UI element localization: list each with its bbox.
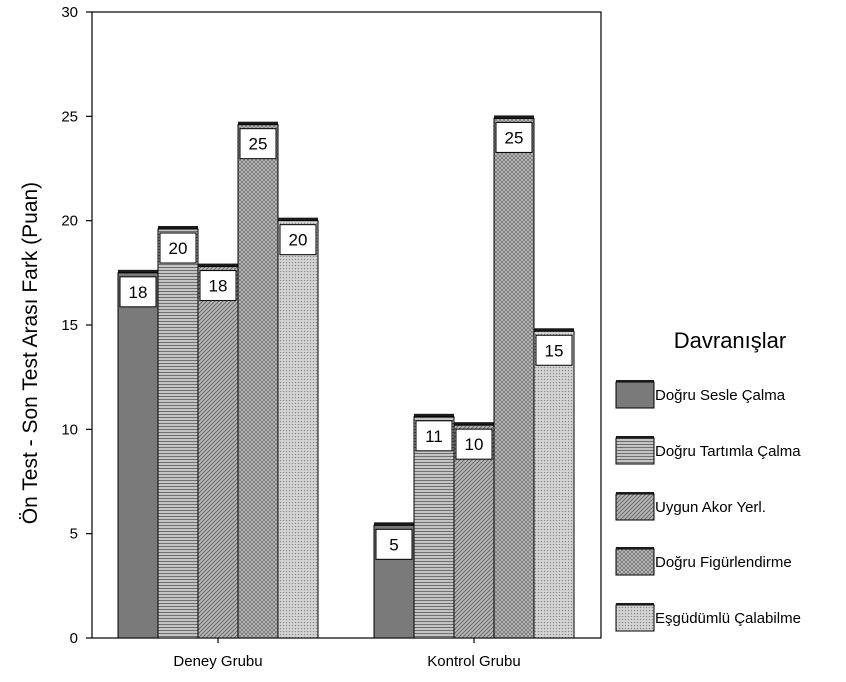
y-tick-label: 10 — [61, 421, 78, 438]
legend-swatch-cap — [616, 436, 654, 438]
legend-swatch-cap — [616, 380, 654, 382]
x-category-label: Kontrol Grubu — [427, 653, 520, 670]
legend-swatch — [615, 604, 655, 632]
data-label-box — [415, 420, 453, 452]
bar — [117, 272, 159, 639]
y-tick-label: 25 — [61, 108, 78, 125]
data-label-box — [375, 528, 413, 560]
data-label: 15 — [545, 341, 564, 360]
data-label: 20 — [169, 239, 188, 258]
bar — [493, 117, 535, 639]
bar-top-cap — [454, 422, 494, 426]
legend-swatch-cap — [616, 492, 654, 494]
legend-swatch — [615, 437, 655, 465]
y-tick-label: 20 — [61, 213, 78, 230]
data-label: 10 — [465, 435, 484, 454]
bar-top-cap — [238, 121, 278, 125]
legend-swatch — [615, 548, 655, 576]
bar-top-cap — [374, 522, 414, 526]
legend-swatch — [615, 493, 655, 521]
bar — [157, 228, 199, 639]
bar — [197, 266, 239, 639]
legend-label: Doğru Tartımla Çalma — [655, 443, 801, 460]
y-tick-label: 5 — [70, 526, 78, 543]
data-label-box — [239, 128, 277, 160]
data-label-box — [455, 428, 493, 460]
legend-label: Uygun Akor Yerl. — [655, 499, 766, 516]
data-label: 18 — [209, 277, 228, 296]
y-tick-label: 15 — [61, 317, 78, 334]
bar-top-cap — [534, 328, 574, 332]
legend-swatch-cap — [616, 547, 654, 549]
legend-swatch-cap — [616, 603, 654, 605]
data-label: 20 — [289, 231, 308, 250]
legend-label: Doğru Figürlendirme — [655, 554, 792, 571]
y-tick-label: 30 — [61, 4, 78, 21]
bar — [453, 424, 495, 639]
data-label-box — [119, 276, 157, 308]
data-label: 25 — [505, 128, 524, 147]
legend-label: Eşgüdümlü Çalabilme — [655, 610, 801, 627]
data-label: 5 — [389, 535, 398, 554]
data-label-box — [535, 334, 573, 366]
data-label-box — [199, 270, 237, 302]
bar-top-cap — [414, 413, 454, 417]
data-label: 18 — [129, 283, 148, 302]
bar-top-cap — [158, 226, 198, 230]
bar-top-cap — [278, 217, 318, 221]
data-label-box — [279, 224, 317, 256]
bar — [277, 220, 319, 639]
legend-label: Doğru Sesle Çalma — [655, 387, 786, 404]
data-label: 11 — [425, 427, 443, 446]
bar-top-cap — [494, 115, 534, 119]
y-tick-label: 0 — [70, 630, 78, 647]
bar — [237, 124, 279, 639]
data-label: 25 — [249, 135, 268, 154]
legend-title: Davranışlar — [674, 328, 786, 353]
data-label-box — [495, 121, 533, 153]
bar — [533, 330, 575, 639]
bar-top-cap — [118, 269, 158, 273]
bar-top-cap — [198, 263, 238, 267]
x-category-label: Deney Grubu — [173, 653, 262, 670]
data-label-box — [159, 232, 197, 264]
bar — [413, 416, 455, 639]
y-axis-label: Ön Test - Son Test Arası Fark (Puan) — [19, 182, 42, 524]
legend-swatch — [615, 381, 655, 409]
